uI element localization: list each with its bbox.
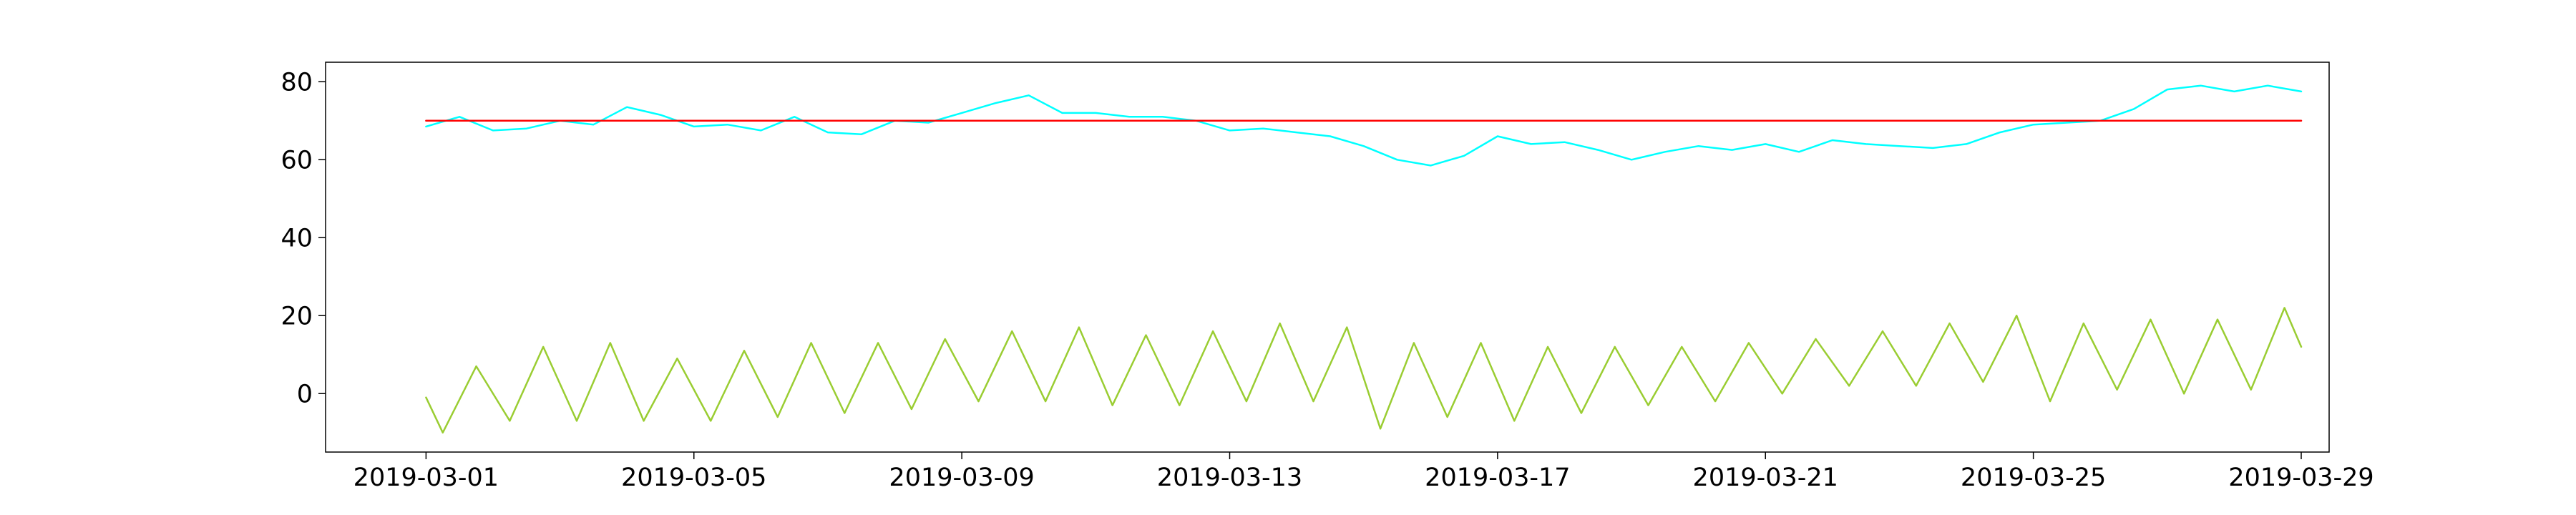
y-tick-label: 0 bbox=[297, 380, 313, 408]
x-tick-label: 2019-03-29 bbox=[2228, 464, 2373, 492]
y-tick-label: 40 bbox=[280, 224, 313, 252]
x-tick-label: 2019-03-13 bbox=[1157, 464, 1302, 492]
y-axis: 0 20 40 60 80 bbox=[280, 68, 326, 408]
x-tick-label: 2019-03-05 bbox=[621, 464, 766, 492]
plot-frame bbox=[325, 62, 2330, 453]
series-layer bbox=[425, 84, 2303, 434]
y-tick-label: 20 bbox=[280, 302, 313, 330]
series-line-0 bbox=[425, 84, 2303, 167]
y-tick-label: 80 bbox=[280, 68, 313, 97]
x-tick-label: 2019-03-09 bbox=[889, 464, 1034, 492]
series-line-2 bbox=[425, 307, 2303, 434]
y-tick-label: 60 bbox=[280, 146, 313, 175]
x-tick-label: 2019-03-17 bbox=[1425, 464, 1570, 492]
x-axis: 2019-03-01 2019-03-05 2019-03-09 2019-03-13… bbox=[353, 452, 2374, 492]
x-tick-label: 2019-03-21 bbox=[1693, 464, 1838, 492]
x-tick-label: 2019-03-01 bbox=[353, 464, 499, 492]
x-tick-label: 2019-03-25 bbox=[1961, 464, 2106, 492]
